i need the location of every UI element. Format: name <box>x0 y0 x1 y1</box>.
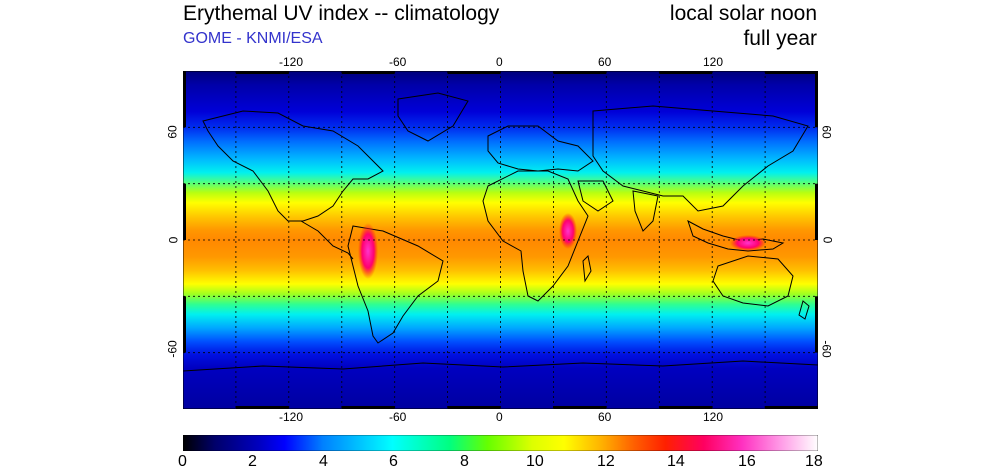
madagascar-outline <box>582 254 592 283</box>
south-america-outline <box>347 225 444 344</box>
lon-tick-label: -120 <box>279 410 304 424</box>
north-america-outline <box>202 110 384 222</box>
lat-tick-label: 60 <box>165 125 180 139</box>
central-america-outline <box>300 220 354 260</box>
colorbar-tick-label: 0 <box>178 453 187 470</box>
andes-hotspot <box>358 223 378 279</box>
asia-outline <box>592 105 809 212</box>
colorbar-tick-label: 4 <box>319 453 328 470</box>
map-frame <box>183 71 818 409</box>
lat-tick-label: 60 <box>819 125 834 139</box>
data-source-label: GOME - KNMI/ESA <box>183 30 323 47</box>
map-title: Erythemal UV index -- climatology <box>183 2 500 25</box>
lon-tick-label: -60 <box>389 410 407 424</box>
lat-tick-label: -60 <box>819 340 834 358</box>
east-africa-hotspot <box>559 213 577 249</box>
period-label: full year <box>743 27 817 50</box>
map-canvas <box>183 71 818 409</box>
colorbar-tick-label: 12 <box>597 453 615 470</box>
greenland-outline <box>397 92 469 142</box>
colorbar-tick-label: 2 <box>248 453 257 470</box>
lon-tick-label: -120 <box>279 55 304 69</box>
lon-tick-label: 120 <box>703 410 724 424</box>
graticule <box>183 71 818 409</box>
colorbar-tick-label: 16 <box>738 453 756 470</box>
colorbar-tick-label: 10 <box>526 453 544 470</box>
colorbar-gradient <box>183 435 818 451</box>
australia-outline <box>712 255 794 307</box>
colorbar-tick-label: 14 <box>667 453 685 470</box>
coastlines <box>183 92 818 372</box>
indonesia-outline <box>687 219 785 252</box>
uv-index-map <box>183 71 818 409</box>
lon-tick-label: 60 <box>598 55 612 69</box>
europe-outline <box>487 125 594 172</box>
colorbar-tick-label: 18 <box>805 453 823 470</box>
antarctica-outline <box>183 360 818 372</box>
lat-tick-label: 0 <box>166 236 181 244</box>
indonesia-hotspot <box>730 235 766 251</box>
lon-tick-label: -60 <box>389 55 407 69</box>
arabia-india-outline <box>577 180 659 232</box>
lon-tick-label: 0 <box>496 55 503 69</box>
time-of-day-label: local solar noon <box>669 2 817 25</box>
colorbar <box>183 435 818 451</box>
lon-tick-label: 0 <box>496 410 503 424</box>
lat-tick-label: -60 <box>165 340 180 358</box>
colorbar-tick-label: 8 <box>460 453 469 470</box>
new-zealand-outline <box>798 300 810 320</box>
lon-tick-label: 60 <box>598 410 612 424</box>
lat-tick-label: 0 <box>820 236 835 244</box>
lon-tick-label: 120 <box>703 55 724 69</box>
colorbar-tick-label: 6 <box>389 453 398 470</box>
